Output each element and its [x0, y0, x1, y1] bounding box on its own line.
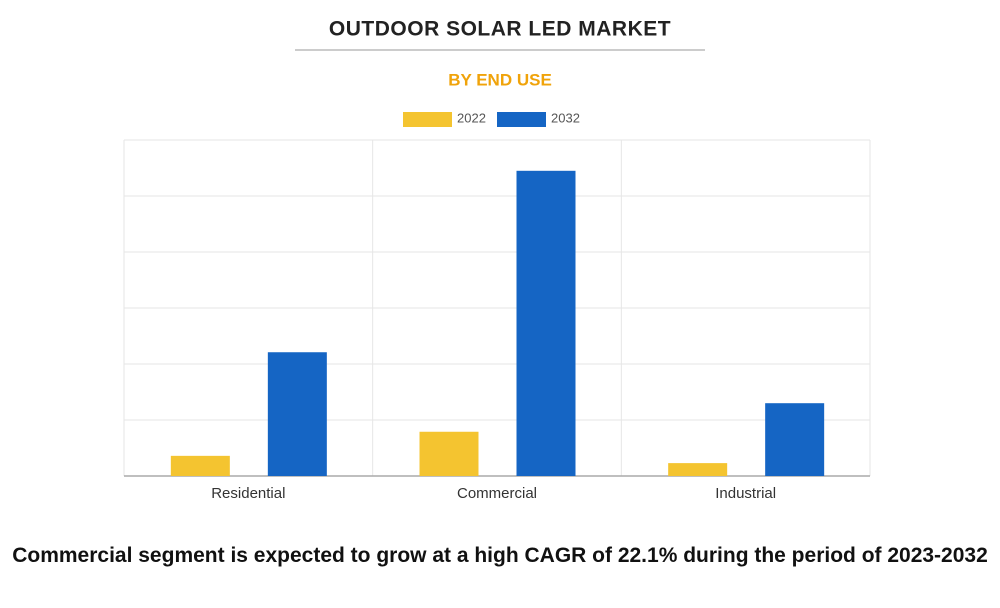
x-tick-label: Residential: [211, 485, 285, 502]
chart-title: OUTDOOR SOLAR LED MARKET: [329, 18, 671, 41]
bar: [170, 455, 230, 476]
x-tick-label: Commercial: [457, 485, 537, 502]
legend-swatch: [497, 112, 546, 127]
legend-label: 2032: [551, 110, 580, 125]
bar: [668, 463, 728, 476]
bar: [516, 170, 576, 477]
legend-swatch: [403, 112, 452, 127]
chart: OUTDOOR SOLAR LED MARKET BY END USE 2022…: [123, 18, 871, 502]
bar: [765, 403, 825, 476]
legend-label: 2022: [457, 110, 486, 125]
chart-subtitle: BY END USE: [448, 70, 552, 89]
bar: [267, 352, 327, 476]
caption: Commercial segment is expected to grow a…: [12, 544, 988, 567]
x-tick-label: Industrial: [715, 485, 776, 502]
bar: [419, 431, 479, 476]
